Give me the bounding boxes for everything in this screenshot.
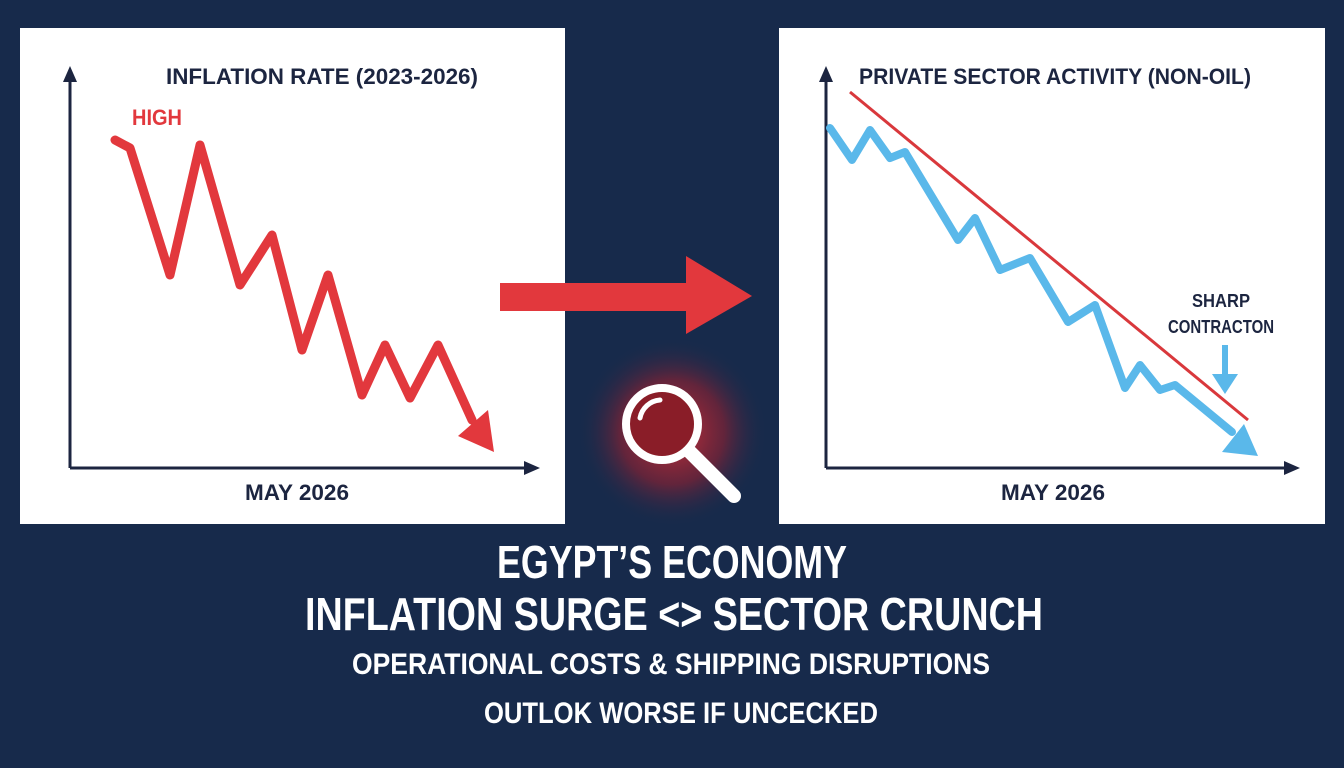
annotation: SHARP [1192, 291, 1250, 311]
right-panel: PRIVATE SECTOR ACTIVITY (NON-OIL) SHARP … [779, 28, 1325, 524]
axis-arrow [819, 66, 833, 82]
panel-title: INFLATION RATE (2023-2026) [166, 64, 478, 89]
headline: INFLATION SURGE <> SECTOR CRUNCH [305, 588, 1043, 640]
line-arrow [458, 410, 494, 452]
x-label: MAY 2026 [1001, 480, 1105, 505]
handle [683, 445, 741, 503]
axis-arrow [63, 66, 77, 82]
axis-arrow [524, 461, 540, 475]
trend-line [110, 135, 477, 425]
headline: EGYPT’S ECONOMY [497, 536, 847, 588]
activity-line [826, 124, 1236, 436]
magnifier [577, 337, 767, 527]
subtitle: OPERATIONAL COSTS & SHIPPING DISRUPTIONS [352, 648, 990, 681]
lens-shine [637, 397, 663, 421]
x-label: MAY 2026 [245, 480, 349, 505]
panel-bg [20, 28, 565, 524]
line-arrow [1222, 424, 1258, 456]
arrow-head [686, 256, 752, 334]
arrow-shaft [500, 283, 690, 311]
axis-arrow [1284, 461, 1300, 475]
trend-line [849, 90, 1249, 422]
panel-title: PRIVATE SECTOR ACTIVITY (NON-OIL) [859, 64, 1251, 89]
label: HIGH [132, 105, 182, 130]
left-panel: INFLATION RATE (2023-2026) HIGH MAY 2026 [20, 28, 565, 524]
annotation: CONTRACTON [1168, 317, 1274, 337]
pointer-arrow-head [1212, 374, 1238, 394]
connector-arrow [500, 256, 752, 334]
subtitle: OUTLOK WORSE IF UNCECKED [484, 697, 878, 730]
